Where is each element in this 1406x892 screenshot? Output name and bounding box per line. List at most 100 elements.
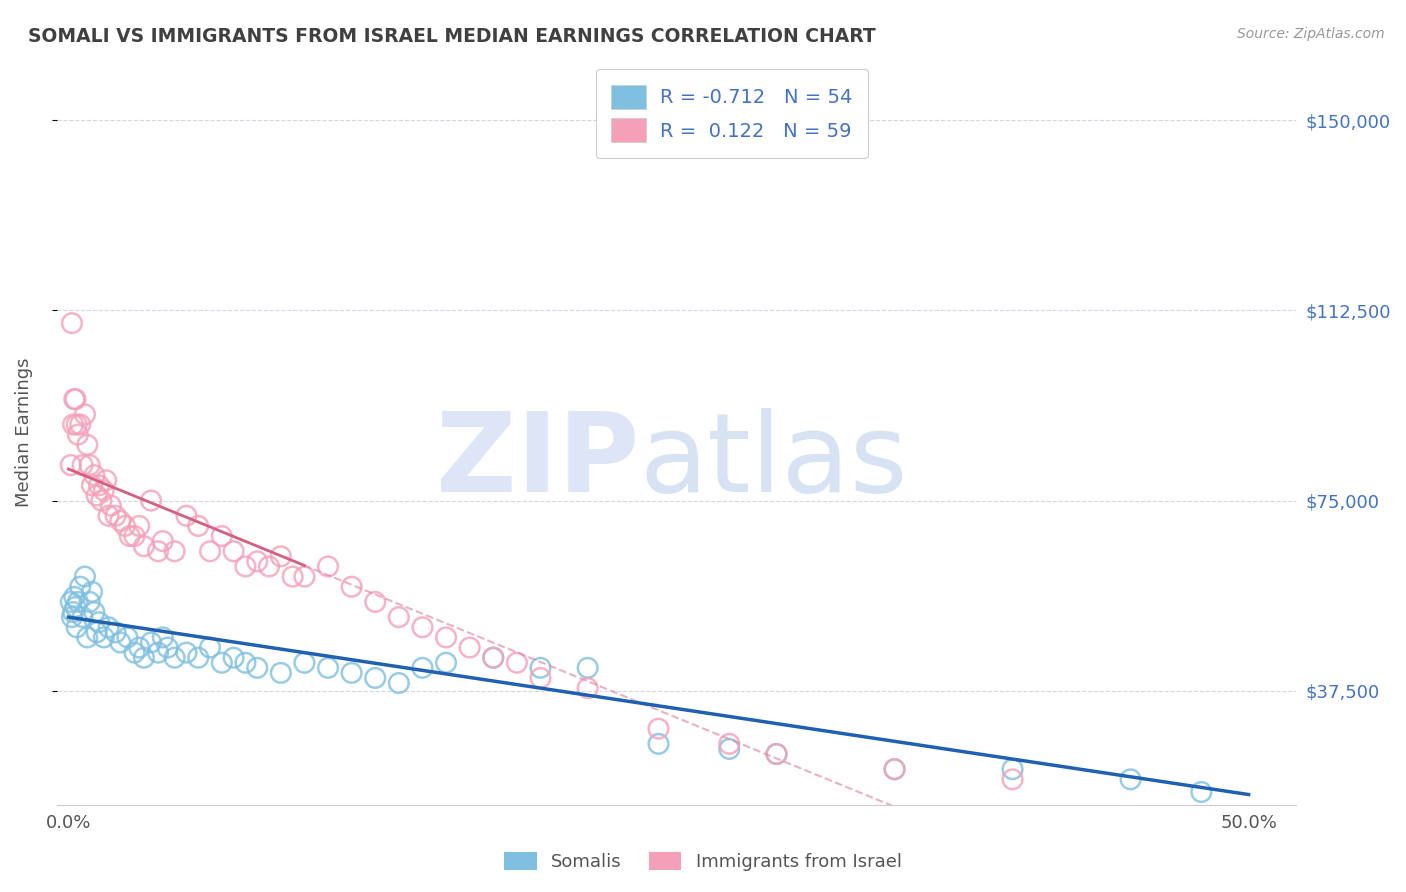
Legend: R = -0.712   N = 54, R =  0.122   N = 59: R = -0.712 N = 54, R = 0.122 N = 59 (596, 70, 868, 158)
Point (65, 599, 87, 614)
Point (117, 631, 139, 645)
Point (576, 661, 599, 675)
Point (294, 569, 316, 583)
Point (246, 661, 269, 675)
Point (63, 590, 86, 604)
Point (1189, 785, 1212, 799)
Legend: Somalis, Immigrants from Israel: Somalis, Immigrants from Israel (496, 845, 910, 879)
Point (176, 508, 198, 523)
Point (434, 631, 457, 645)
Point (765, 747, 787, 761)
Point (388, 676, 411, 690)
Point (163, 650, 186, 665)
Point (411, 661, 433, 675)
Point (69, 417, 91, 432)
Point (114, 519, 136, 533)
Point (63, 392, 86, 407)
Point (1119, 772, 1142, 787)
Point (60, 610, 83, 624)
Point (139, 493, 162, 508)
Point (79, 595, 101, 609)
Point (104, 508, 127, 523)
Point (506, 656, 529, 670)
Point (270, 665, 292, 680)
Point (66, 417, 89, 432)
Point (529, 661, 551, 675)
Point (388, 610, 411, 624)
Point (128, 640, 150, 655)
Point (118, 529, 141, 543)
Point (62, 417, 84, 432)
Point (66, 427, 89, 442)
Point (124, 646, 146, 660)
Point (62, 605, 84, 619)
Point (718, 742, 741, 756)
Point (482, 650, 505, 665)
Point (270, 549, 292, 564)
Point (69, 580, 91, 594)
Point (100, 499, 122, 513)
Point (156, 640, 179, 655)
Point (222, 544, 245, 558)
Point (86, 488, 108, 502)
Point (647, 737, 669, 751)
Text: ZIP: ZIP (436, 409, 638, 516)
Point (66, 595, 89, 609)
Point (765, 747, 787, 761)
Point (65, 392, 87, 407)
Point (104, 625, 127, 640)
Point (87, 478, 110, 492)
Point (364, 671, 387, 685)
Point (647, 722, 669, 736)
Point (80, 584, 103, 599)
Point (187, 519, 209, 533)
Point (110, 635, 132, 649)
Point (211, 656, 233, 670)
Point (294, 656, 316, 670)
Point (66, 620, 89, 634)
Point (316, 559, 339, 574)
Point (128, 519, 150, 533)
Point (152, 631, 174, 645)
Point (79, 458, 101, 472)
Point (73, 408, 96, 422)
Point (576, 681, 599, 695)
Point (76, 438, 98, 452)
Point (152, 534, 174, 549)
Point (132, 539, 155, 553)
Point (90, 493, 112, 508)
Point (59, 458, 82, 472)
Point (83, 468, 105, 483)
Point (883, 762, 905, 776)
Point (146, 646, 169, 660)
Point (72, 610, 94, 624)
Point (340, 580, 363, 594)
Point (1001, 762, 1024, 776)
Point (340, 665, 363, 680)
Point (97, 508, 120, 523)
Point (59, 595, 82, 609)
Point (529, 671, 551, 685)
Point (434, 656, 457, 670)
Point (87, 615, 110, 630)
Point (83, 605, 105, 619)
Point (73, 569, 96, 583)
Point (76, 631, 98, 645)
Point (96, 473, 118, 487)
Point (86, 625, 108, 640)
Point (411, 620, 433, 634)
Point (132, 650, 155, 665)
Point (235, 656, 257, 670)
Point (458, 640, 481, 655)
Point (211, 529, 233, 543)
Point (883, 762, 905, 776)
Point (1001, 772, 1024, 787)
Point (246, 554, 269, 568)
Point (198, 544, 221, 558)
Point (146, 544, 169, 558)
Point (235, 559, 257, 574)
Point (110, 514, 132, 528)
Point (257, 559, 280, 574)
Text: atlas: atlas (638, 409, 907, 516)
Point (93, 631, 115, 645)
